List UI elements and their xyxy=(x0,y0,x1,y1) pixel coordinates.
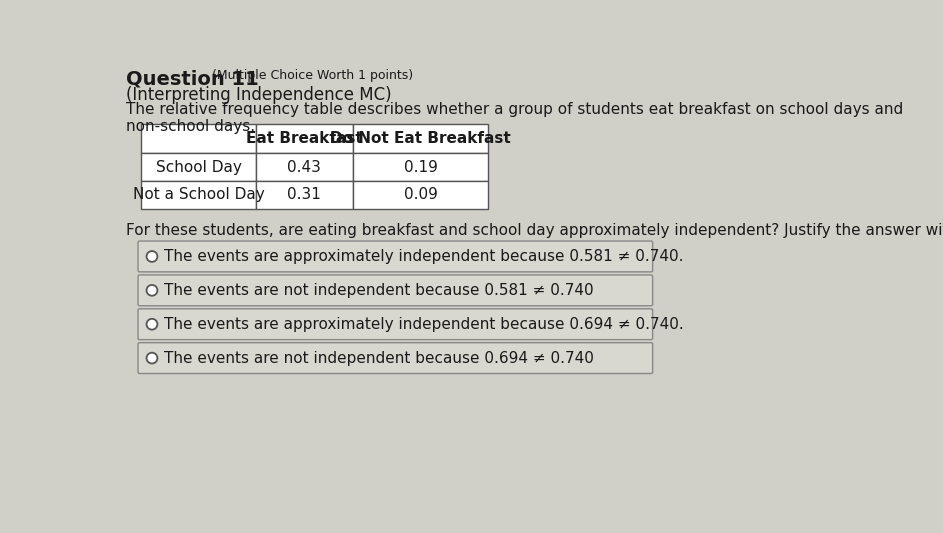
Text: The events are not independent because 0.694 ≠ 0.740: The events are not independent because 0… xyxy=(164,351,594,366)
Circle shape xyxy=(146,319,157,329)
FancyBboxPatch shape xyxy=(138,275,653,306)
Text: Do Not Eat Breakfast: Do Not Eat Breakfast xyxy=(330,131,511,146)
Bar xyxy=(256,154,353,181)
Bar xyxy=(141,181,256,209)
Text: The relative frequency table describes whether a group of students eat breakfast: The relative frequency table describes w… xyxy=(125,102,902,134)
Text: (Interpreting Independence MC): (Interpreting Independence MC) xyxy=(125,85,391,103)
Text: Eat Breakfast: Eat Breakfast xyxy=(246,131,363,146)
Text: The events are approximately independent because 0.694 ≠ 0.740.: The events are approximately independent… xyxy=(164,317,684,332)
Text: (Multiple Choice Worth 1 points): (Multiple Choice Worth 1 points) xyxy=(212,69,414,83)
Circle shape xyxy=(146,285,157,296)
Text: Question 11: Question 11 xyxy=(125,69,258,88)
Text: Not a School Day: Not a School Day xyxy=(133,188,264,203)
Text: 0.31: 0.31 xyxy=(288,188,322,203)
Circle shape xyxy=(146,251,157,262)
Text: School Day: School Day xyxy=(156,160,241,175)
Text: The events are approximately independent because 0.581 ≠ 0.740.: The events are approximately independent… xyxy=(164,249,684,264)
Bar xyxy=(256,181,353,209)
Bar xyxy=(353,124,488,154)
FancyBboxPatch shape xyxy=(138,241,653,272)
Bar xyxy=(141,124,256,154)
FancyBboxPatch shape xyxy=(138,343,653,374)
Bar xyxy=(353,181,488,209)
Bar xyxy=(141,154,256,181)
Bar xyxy=(353,154,488,181)
Text: For these students, are eating breakfast and school day approximately independen: For these students, are eating breakfast… xyxy=(125,223,943,238)
Text: The events are not independent because 0.581 ≠ 0.740: The events are not independent because 0… xyxy=(164,283,594,298)
Circle shape xyxy=(146,353,157,364)
FancyBboxPatch shape xyxy=(138,309,653,340)
Text: 0.43: 0.43 xyxy=(288,160,322,175)
Text: 0.09: 0.09 xyxy=(404,188,438,203)
Bar xyxy=(256,124,353,154)
Text: 0.19: 0.19 xyxy=(404,160,438,175)
